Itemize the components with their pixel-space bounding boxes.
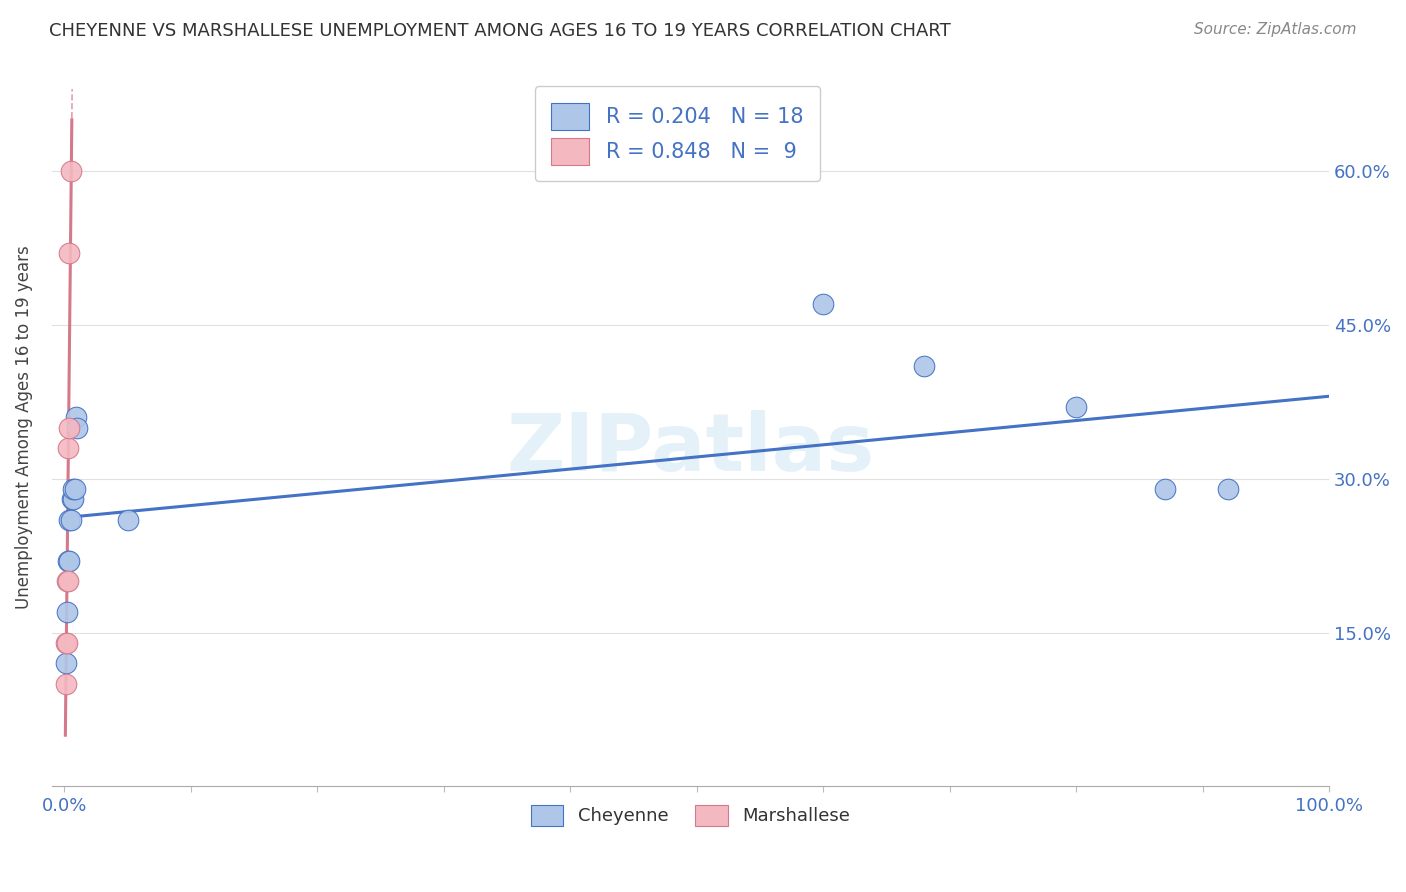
Y-axis label: Unemployment Among Ages 16 to 19 years: Unemployment Among Ages 16 to 19 years [15,245,32,609]
Point [63,482,86,496]
Point [60,492,83,507]
Point [1153,482,1175,496]
Text: ZIPatlas: ZIPatlas [506,410,875,488]
Point [56,554,79,568]
Point [62,492,84,507]
Point [58,554,80,568]
Point [56,574,79,589]
Point [55,677,77,691]
Point [58,513,80,527]
Point [56,605,79,619]
Point [55,636,77,650]
Point [912,359,935,373]
Point [58,246,80,260]
Point [55,657,77,671]
Point [117,513,139,527]
Point [59,513,82,527]
Point [58,420,80,434]
Text: Source: ZipAtlas.com: Source: ZipAtlas.com [1194,22,1357,37]
Point [811,297,834,311]
Point [56,636,79,650]
Point [62,482,84,496]
Point [1216,482,1239,496]
Point [66,420,89,434]
Point [56,574,79,589]
Point [56,441,79,455]
Point [65,410,87,425]
Point [59,164,82,178]
Point [1064,400,1087,414]
Text: CHEYENNE VS MARSHALLESE UNEMPLOYMENT AMONG AGES 16 TO 19 YEARS CORRELATION CHART: CHEYENNE VS MARSHALLESE UNEMPLOYMENT AMO… [49,22,950,40]
Legend: Cheyenne, Marshallese: Cheyenne, Marshallese [522,796,859,835]
